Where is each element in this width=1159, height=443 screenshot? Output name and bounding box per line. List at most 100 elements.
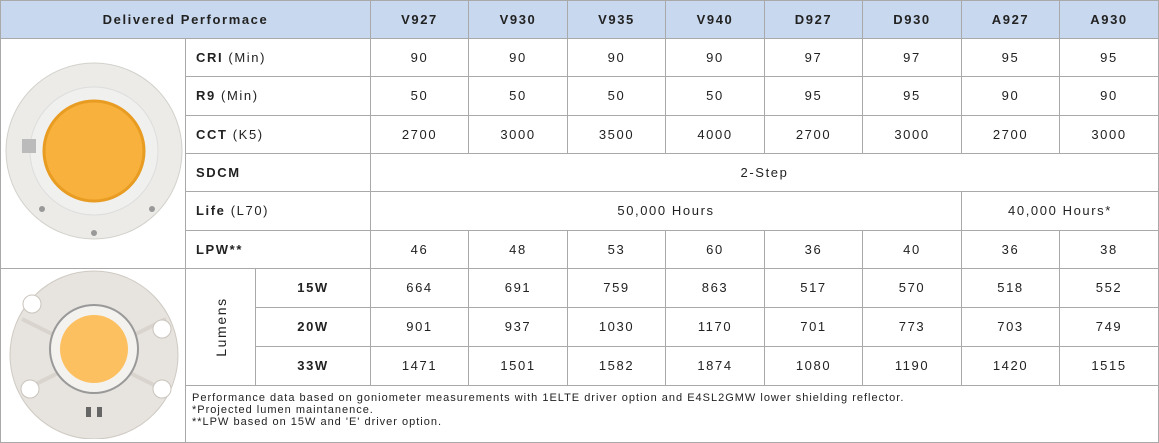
value-cell: 53 <box>567 229 666 270</box>
value-cell: 3000 <box>468 114 568 154</box>
row-label-bold: LPW** <box>196 241 243 257</box>
value-cell: 90 <box>370 37 469 78</box>
value-cell: 50 <box>665 76 765 116</box>
value-cell: 863 <box>665 268 765 308</box>
notes-cell: Performance data based on goniometer mea… <box>185 384 1159 443</box>
value-cell: 518 <box>961 268 1060 308</box>
row-qualifier: (L70) <box>230 203 270 219</box>
value-cell: 1874 <box>665 345 765 386</box>
value-cell: 50 <box>468 76 568 116</box>
value-cell: 1190 <box>862 345 962 386</box>
value-cell: 1030 <box>567 306 666 347</box>
wattage-label: 20W <box>255 306 371 347</box>
value-cell: 1501 <box>468 345 568 386</box>
value-cell: 570 <box>862 268 962 308</box>
value-cell: 40 <box>862 229 962 270</box>
led-image-2 <box>9 270 178 440</box>
lumens-row: Lumens 15W 664 691 759 863 517 570 518 552 <box>0 268 1159 443</box>
row-label: R9 (Min) <box>185 76 371 116</box>
value-cell: 2700 <box>370 114 469 154</box>
value-cell: 1420 <box>961 345 1060 386</box>
row-label-bold: Life <box>196 203 226 219</box>
row-label: CRI (Min) <box>185 37 371 78</box>
value-cell: 1515 <box>1059 345 1159 386</box>
row-label: CCT (K5) <box>185 114 371 154</box>
value-cell: 95 <box>862 76 962 116</box>
footnote: *Projected lumen maintanence. <box>192 403 374 416</box>
value-cell: 2700 <box>764 114 863 154</box>
row-qualifier: (Min) <box>221 88 259 104</box>
notes-row: Performance data based on goniometer mea… <box>1 384 1159 443</box>
value-cell: 1582 <box>567 345 666 386</box>
column-header: D927 <box>764 0 863 39</box>
value-cell: 3000 <box>862 114 962 154</box>
value-cell: 90 <box>1059 76 1159 116</box>
value-cell: 901 <box>370 306 469 347</box>
image-cell <box>0 268 186 443</box>
value-cell: 759 <box>567 268 666 308</box>
lumens-label: Lumens <box>212 297 229 357</box>
value-cell: 90 <box>468 37 568 78</box>
value-cell: 3000 <box>1059 114 1159 154</box>
value-cell: 1170 <box>665 306 765 347</box>
lumens-row: 33W 1471 1501 1582 1874 1080 1190 1420 1515 <box>1 345 1159 386</box>
image-cell <box>0 38 186 269</box>
column-header: V935 <box>567 0 666 39</box>
header-row: Delivered Performace V927 V930 V935 V940 D92… <box>0 0 1159 39</box>
column-header: V940 <box>665 0 765 39</box>
value-cell: 48 <box>468 229 568 270</box>
row-label-bold: SDCM <box>196 165 241 181</box>
value-cell: 97 <box>862 37 962 78</box>
data-row: CRI (Min) 90 90 90 90 97 97 95 95 <box>0 37 1159 269</box>
value-cell: 4000 <box>665 114 765 154</box>
value-cell: 664 <box>370 268 469 308</box>
column-header: V930 <box>468 0 568 39</box>
value-cell: 90 <box>961 76 1060 116</box>
row-label: Life (L70) <box>185 191 371 231</box>
value-cell: 90 <box>665 37 765 78</box>
row-label: SDCM <box>185 152 371 193</box>
wattage-label: 33W <box>255 345 371 386</box>
value-cell: 95 <box>961 37 1060 78</box>
value-cell: 97 <box>764 37 863 78</box>
footnote: Performance data based on goniometer mea… <box>192 391 905 404</box>
value-cell: 50 <box>370 76 469 116</box>
value-cell: 1080 <box>764 345 863 386</box>
column-header: A930 <box>1059 0 1159 39</box>
row-qualifier: (K5) <box>232 126 264 142</box>
column-header: A927 <box>961 0 1060 39</box>
value-cell: 703 <box>961 306 1060 347</box>
row-label: LPW** <box>185 229 371 270</box>
value-cell: 50,000 Hours <box>370 191 962 231</box>
value-cell: 2-Step <box>370 152 1159 193</box>
value-cell: 40,000 Hours* <box>961 191 1159 231</box>
value-cell: 38 <box>1059 229 1159 270</box>
value-cell: 95 <box>764 76 863 116</box>
value-cell: 50 <box>567 76 666 116</box>
value-cell: 60 <box>665 229 765 270</box>
value-cell: 701 <box>764 306 863 347</box>
row-qualifier: (Min) <box>228 50 267 66</box>
value-cell: 36 <box>961 229 1060 270</box>
data-row: LPW** 46 48 53 60 36 40 36 38 <box>1 229 1159 270</box>
value-cell: 2700 <box>961 114 1060 154</box>
value-cell: 3500 <box>567 114 666 154</box>
value-cell: 691 <box>468 268 568 308</box>
value-cell: 95 <box>1059 37 1159 78</box>
row-label-bold: CCT <box>196 126 228 142</box>
data-row: SDCM 2-Step <box>1 152 1159 193</box>
value-cell: 552 <box>1059 268 1159 308</box>
column-header: V927 <box>370 0 469 39</box>
row-label-bold: CRI <box>196 50 224 66</box>
value-cell: 773 <box>862 306 962 347</box>
value-cell: 1471 <box>370 345 469 386</box>
value-cell: 937 <box>468 306 568 347</box>
wattage-label: 15W <box>255 268 371 308</box>
footnote: **LPW based on 15W and 'E' driver option… <box>192 415 443 428</box>
column-header: D930 <box>862 0 962 39</box>
data-row: R9 (Min) 50 50 50 50 95 95 90 90 <box>1 76 1159 116</box>
header-title: Delivered Performace <box>0 0 371 39</box>
value-cell: 90 <box>567 37 666 78</box>
